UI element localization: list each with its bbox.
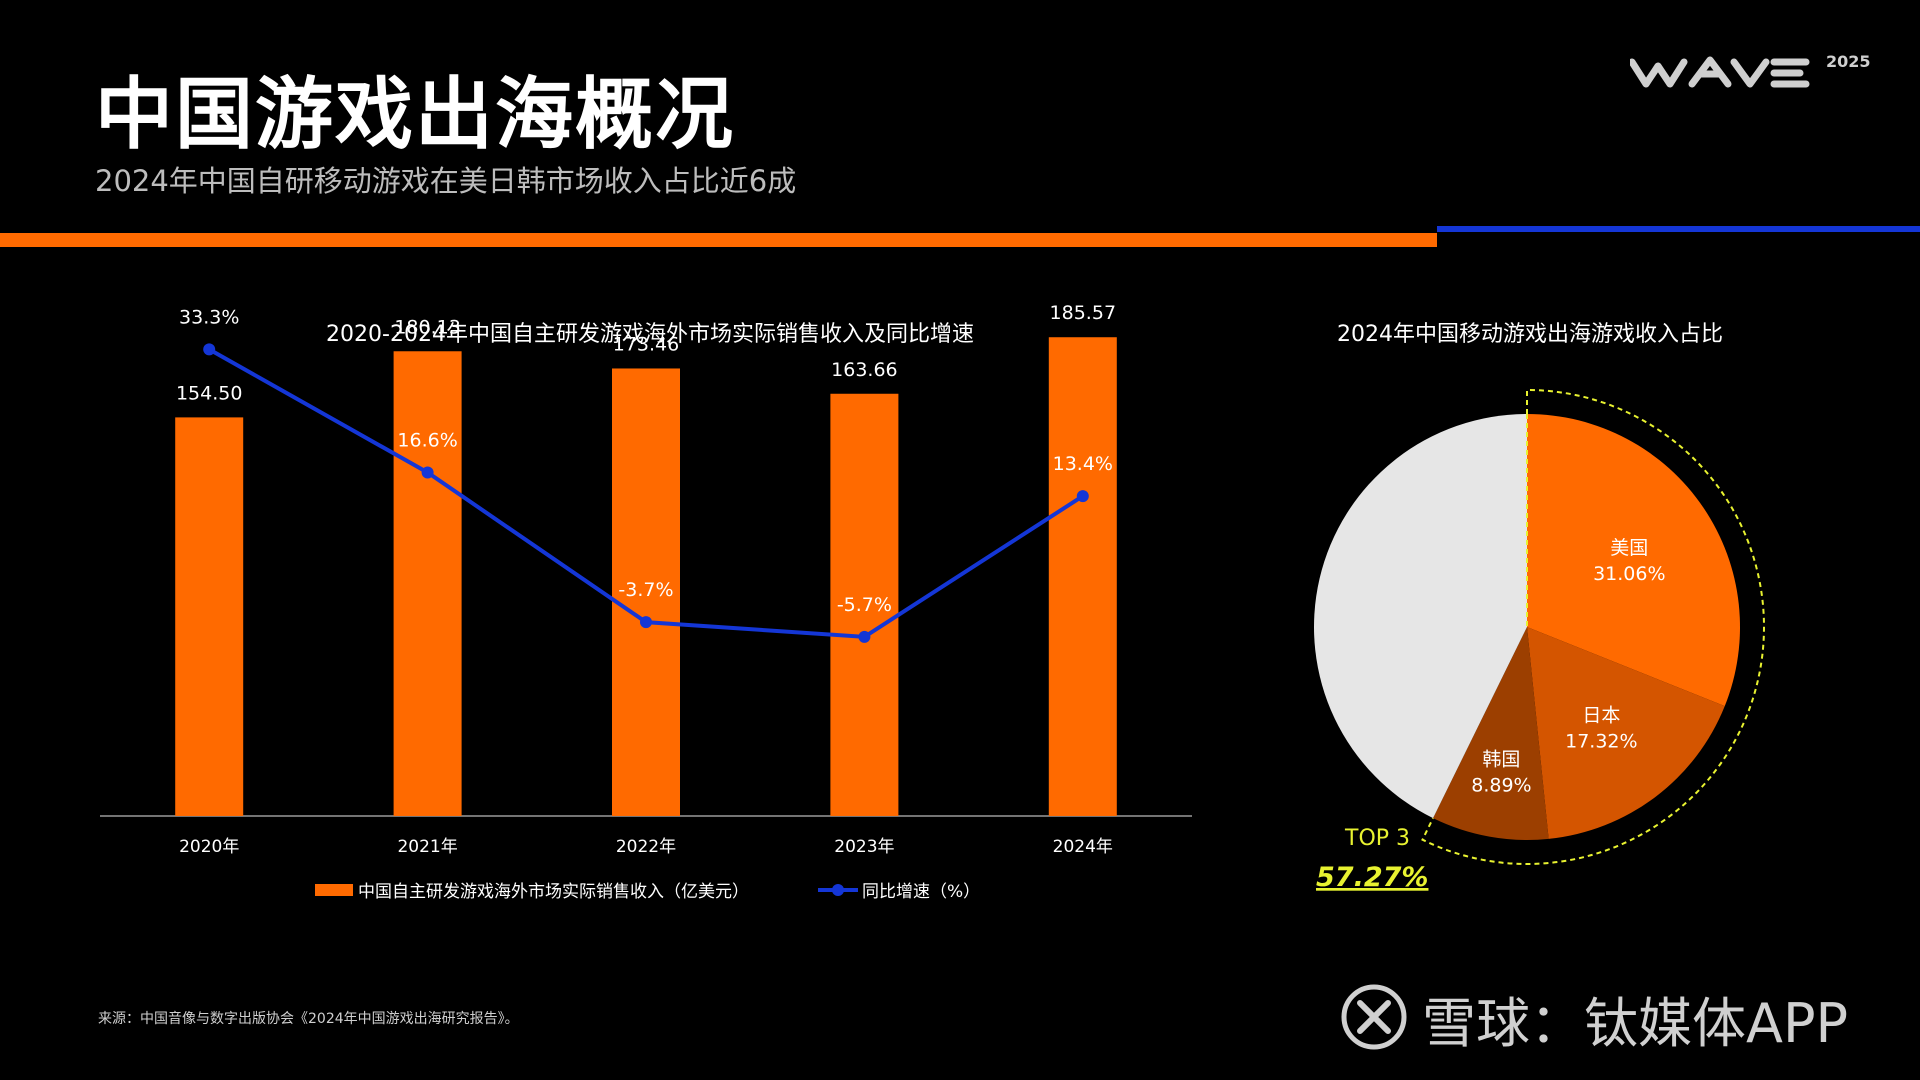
pie-slice-name: 日本 <box>1582 705 1620 727</box>
growth-label: -3.7% <box>618 579 673 601</box>
x-tick-label: 2020年 <box>179 837 239 857</box>
bar-2 <box>612 368 680 816</box>
pie-slice-1 <box>1527 627 1725 839</box>
top3-highlight <box>1421 388 1765 865</box>
header-divider-orange <box>0 233 1437 247</box>
pie-slice-0 <box>1527 414 1740 707</box>
growth-label: 33.3% <box>179 306 239 328</box>
legend-line-marker <box>832 884 844 896</box>
growth-point <box>640 616 652 629</box>
header-divider-blue <box>1437 226 1920 232</box>
brand-year: 2025 <box>1826 52 1871 71</box>
x-tick-label: 2022年 <box>616 837 676 857</box>
bar-3 <box>830 393 899 816</box>
bar-value-label: 154.50 <box>176 382 242 404</box>
bar-value-label: 185.57 <box>1050 302 1116 324</box>
legend-bar-swatch <box>315 884 353 896</box>
pie-slice-3 <box>1313 414 1527 819</box>
pie-slice-value: 8.89% <box>1471 775 1531 797</box>
legend-bar-label: 中国自主研发游戏海外市场实际销售收入（亿美元） <box>358 882 749 902</box>
page-title: 中国游戏出海概况 <box>95 70 736 160</box>
page-subtitle: 2024年中国自研移动游戏在美日韩市场收入占比近6成 <box>95 164 797 198</box>
pie-slice-value: 31.06% <box>1593 563 1665 585</box>
pie-slice-name: 韩国 <box>1482 749 1520 771</box>
bar-chart-title: 2020-2024年中国自主研发游戏海外市场实际销售收入及同比增速 <box>326 322 974 347</box>
bar-value-label: 180.13 <box>394 316 460 338</box>
wave-logo-icon <box>1630 56 1810 88</box>
growth-label: 13.4% <box>1053 453 1113 475</box>
x-tick-label: 2023年 <box>834 837 894 857</box>
bar-value-label: 173.46 <box>613 333 679 355</box>
bar-0 <box>175 417 244 816</box>
pie-slice-name: 美国 <box>1610 537 1648 559</box>
watermark-text: 雪球：钛媒体APP <box>1422 992 1849 1055</box>
growth-point <box>421 466 434 479</box>
bar-value-label: 163.66 <box>831 359 897 381</box>
growth-point <box>203 343 216 356</box>
legend-line-label: 同比增速（%） <box>862 882 980 902</box>
top3-value: 57.27% <box>1316 862 1428 893</box>
xueqiu-logo-icon <box>1341 984 1407 1050</box>
top3-label: TOP 3 <box>1344 826 1410 851</box>
growth-label: 16.6% <box>397 429 457 451</box>
growth-point <box>858 630 871 643</box>
bar-4 <box>1048 337 1117 816</box>
pie-chart-title: 2024年中国移动游戏出海游戏收入占比 <box>1337 322 1723 347</box>
growth-point <box>1076 490 1089 503</box>
pie-slice-2 <box>1433 627 1549 840</box>
bar-1 <box>393 351 462 816</box>
source-note: 来源：中国音像与数字出版协会《2024年中国游戏出海研究报告》。 <box>98 1011 519 1027</box>
x-tick-label: 2024年 <box>1053 837 1113 857</box>
pie-slice-value: 17.32% <box>1565 731 1637 753</box>
x-tick-label: 2021年 <box>397 837 457 857</box>
growth-label: -5.7% <box>837 594 892 616</box>
